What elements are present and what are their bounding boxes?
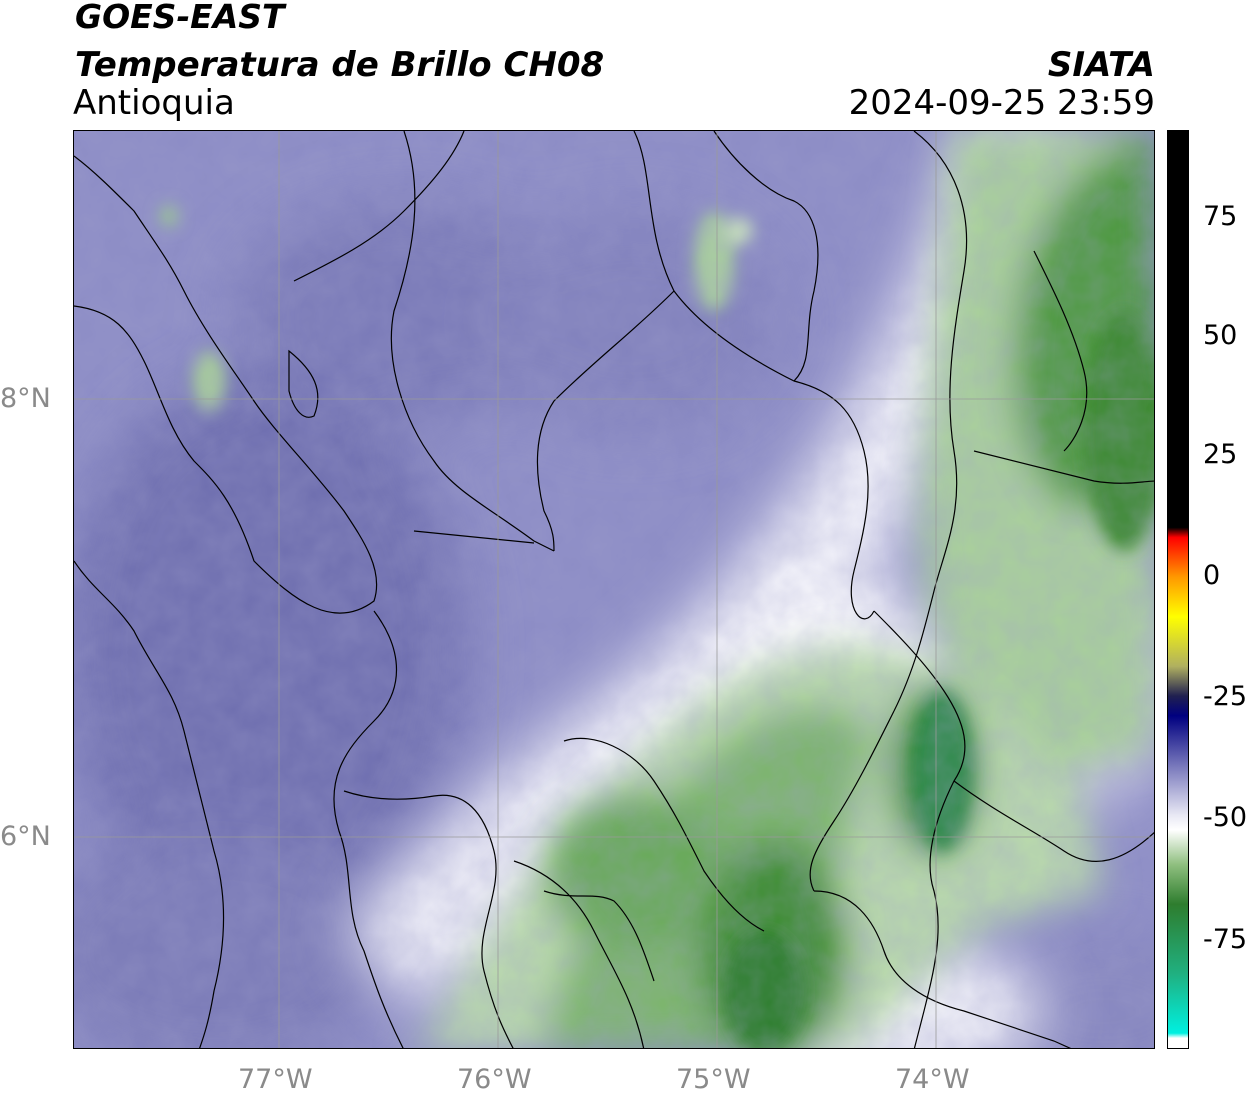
colorbar-tick-label: 50	[1203, 320, 1238, 351]
lon-tick-label: 74°W	[895, 1064, 970, 1095]
colorbar	[1167, 130, 1189, 1049]
lon-tick-label: 77°W	[238, 1064, 313, 1095]
region-title: Antioquia	[73, 83, 235, 123]
organization-label: SIATA	[1047, 45, 1155, 85]
datetime-label: 2024-09-25 23:59	[848, 83, 1155, 123]
lat-tick-label: 6°N	[0, 821, 51, 852]
product-title: Temperatura de Brillo CH08	[75, 45, 605, 85]
lon-tick-label: 75°W	[676, 1064, 751, 1095]
lon-tick-label: 76°W	[457, 1064, 532, 1095]
map-panel	[73, 130, 1155, 1049]
colorbar-tick-label: 25	[1203, 439, 1238, 470]
colorbar-tick-label: -75	[1203, 924, 1248, 955]
lat-tick-label: 8°N	[0, 383, 51, 414]
colorbar-tick-label: -25	[1203, 681, 1248, 712]
colorbar-tick-label: -50	[1203, 802, 1248, 833]
boundary-lines	[74, 131, 1154, 1048]
brightness-temperature-field	[74, 131, 1154, 1048]
colorbar-tick-label: 75	[1203, 201, 1238, 232]
graticule	[74, 131, 1154, 1048]
colorbar-tick-label: 0	[1203, 560, 1221, 591]
satellite-title: GOES-EAST	[75, 0, 285, 36]
